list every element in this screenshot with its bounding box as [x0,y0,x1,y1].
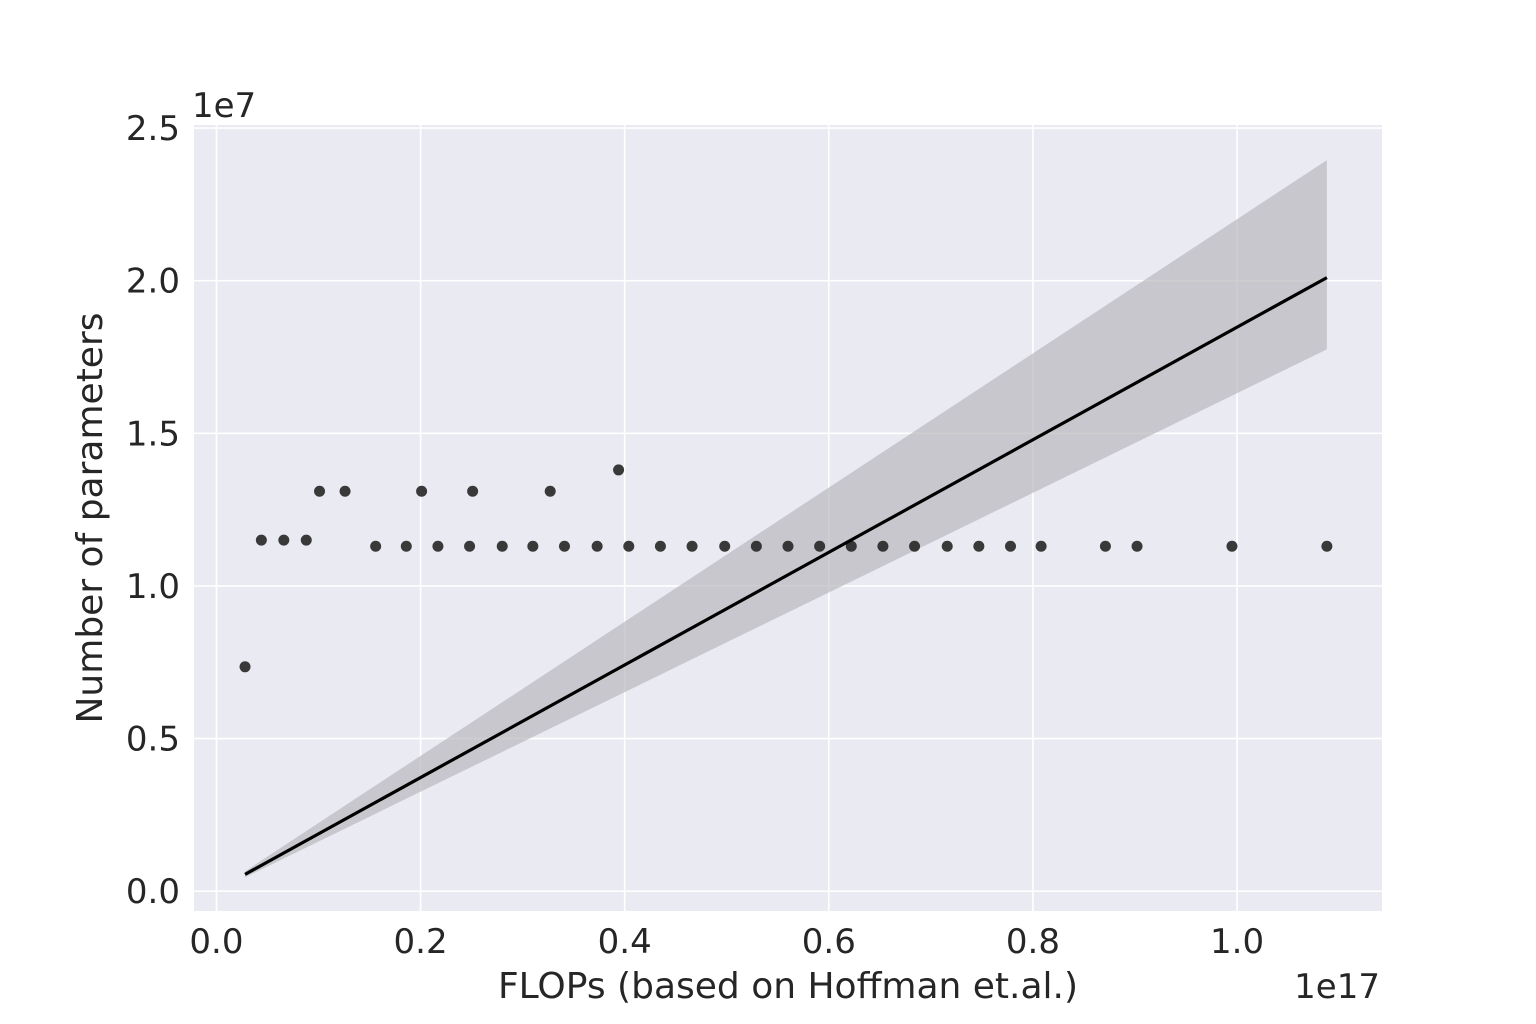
x-tick-label: 0.0 [189,922,243,962]
data-point [527,540,539,552]
x-tick-label: 0.2 [394,922,448,962]
y-tick-label: 1.0 [126,567,180,607]
x-axis-label: FLOPs (based on Hoffman et.al.) [498,966,1078,1007]
data-point [464,540,476,552]
data-point [239,661,251,673]
y-offset-label: 1e7 [192,86,256,126]
regression-line [244,276,1328,876]
data-point [1226,540,1238,552]
data-point [1321,540,1333,552]
y-tick-label: 0.0 [126,872,180,912]
data-point [255,534,267,546]
data-point [623,540,635,552]
y-tick-label: 2.5 [126,109,180,149]
data-point [1099,540,1111,552]
data-point [686,540,698,552]
x-tick-label: 1.0 [1210,922,1264,962]
x-offset-label: 1e17 [1294,967,1380,1007]
x-tick-label: 0.6 [802,922,856,962]
data-point [1004,540,1016,552]
data-point [1131,540,1143,552]
data-point [432,540,444,552]
data-point [877,540,889,552]
data-point [300,534,312,546]
x-tick-label: 0.8 [1006,922,1060,962]
data-point [941,540,953,552]
data-point [591,540,603,552]
x-tick-label: 0.4 [598,922,652,962]
data-point [654,540,666,552]
y-tick-label: 2.0 [126,262,180,302]
data-point [1035,540,1047,552]
data-point [278,534,290,546]
data-point [814,540,826,552]
data-point [750,540,762,552]
data-point [613,464,625,476]
data-point [370,540,382,552]
y-axis-label: Number of parameters [70,312,111,723]
x-tick-labels: 0.0 0.2 0.4 0.6 0.8 1.0 [189,922,1264,962]
data-point [467,485,479,497]
data-point [339,485,351,497]
data-point [973,540,985,552]
y-tick-label: 1.5 [126,414,180,454]
data-point [558,540,570,552]
data-point [400,540,412,552]
data-point [496,540,508,552]
y-tick-label: 0.5 [126,720,180,760]
data-point [782,540,794,552]
data-points [239,464,1333,673]
confidence-band [245,160,1327,878]
data-point [845,540,857,552]
data-point [719,540,731,552]
y-tick-labels: 0.0 0.5 1.0 1.5 2.0 2.5 [126,109,180,912]
data-point [909,540,921,552]
data-point [544,485,556,497]
data-point [314,485,326,497]
data-point [416,485,428,497]
